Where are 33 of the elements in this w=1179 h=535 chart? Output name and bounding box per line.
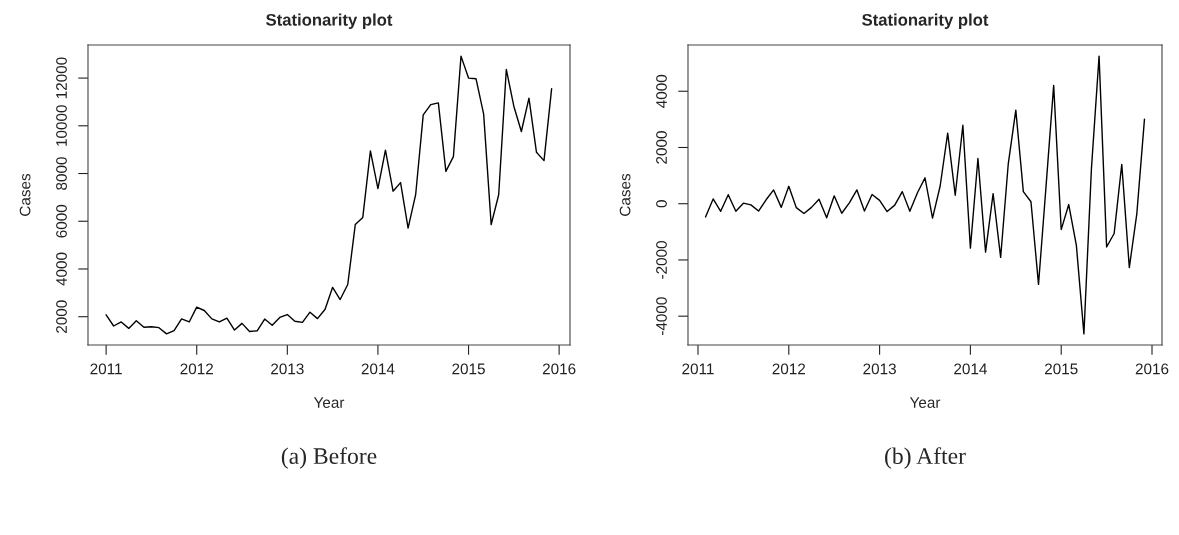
text: (b) After (885, 447, 966, 469)
line-series (105, 55, 553, 335)
y-tick-label: 4000 (56, 252, 67, 286)
chart-title: Stationarity plot (862, 13, 989, 30)
x-tick-label: 2011 (90, 363, 122, 375)
text: (a) Before (281, 447, 377, 469)
x-tick-label: 2015 (452, 363, 485, 375)
x-axis-title: Year (313, 397, 345, 408)
x-axis-title: Year (909, 397, 941, 408)
x-tick-label: 2014 (954, 363, 987, 375)
chart-title: Stationarity plot (266, 13, 393, 30)
y-axis-title: Cases (619, 173, 631, 216)
x-tick-label: 2016 (1135, 363, 1169, 375)
x-tick-label: 2012 (180, 363, 213, 375)
x-tick-label: 2011 (682, 363, 714, 375)
x-tick-label: 2015 (1044, 363, 1078, 375)
x-tick-label: 2012 (772, 363, 806, 375)
y-axis-title: Cases (19, 173, 31, 216)
x-tick-label: 2016 (542, 363, 576, 375)
x-tick-label: 2013 (863, 363, 896, 375)
x-tick-label: 2013 (271, 363, 304, 375)
y-tick-label: 8000 (56, 157, 67, 190)
line-series (704, 55, 1146, 335)
y-tick-label: 4000 (656, 74, 667, 108)
y-tick-label: 0 (656, 200, 667, 208)
y-tick-label: 2000 (56, 300, 67, 333)
y-tick-label: -2000 (656, 241, 667, 279)
y-tick-label: 2000 (656, 131, 667, 164)
y-tick-label: -4000 (656, 297, 667, 336)
y-tick-label: 6000 (56, 204, 67, 238)
x-tick-label: 2014 (361, 363, 395, 375)
y-tick-label: 10000 (56, 105, 67, 146)
y-tick-label: 12000 (56, 57, 67, 99)
